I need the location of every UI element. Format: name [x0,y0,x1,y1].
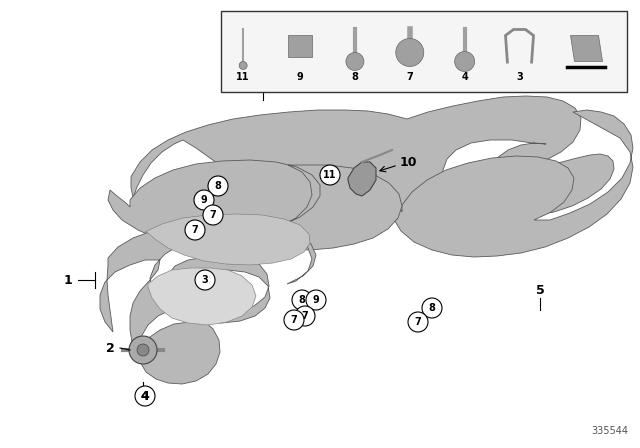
Text: 4: 4 [141,389,149,402]
Text: 335544: 335544 [591,426,628,436]
Circle shape [320,165,340,185]
Text: 9: 9 [312,295,319,305]
Text: 2: 2 [106,341,115,354]
Circle shape [208,176,228,196]
Polygon shape [348,162,376,196]
Text: 8: 8 [351,72,358,82]
Text: 6: 6 [259,65,268,78]
Circle shape [396,39,424,66]
Text: 9: 9 [297,72,303,82]
Text: 10: 10 [400,155,417,168]
Text: 7: 7 [415,317,421,327]
Text: 3: 3 [202,275,209,285]
Text: 3: 3 [516,72,523,82]
Polygon shape [145,214,310,265]
Bar [288,35,312,57]
Circle shape [135,386,155,406]
Text: 7: 7 [210,210,216,220]
Polygon shape [131,96,614,222]
Polygon shape [148,268,256,325]
Text: 7: 7 [191,225,198,235]
Text: 7: 7 [406,72,413,82]
Circle shape [137,344,149,356]
Circle shape [194,190,214,210]
Circle shape [422,298,442,318]
Circle shape [195,270,215,290]
Text: 8: 8 [429,303,435,313]
Circle shape [454,52,475,72]
Polygon shape [390,110,633,257]
Text: 11: 11 [323,170,337,180]
Text: 9: 9 [200,195,207,205]
Circle shape [239,61,247,69]
Circle shape [292,290,312,310]
Text: 1: 1 [63,273,72,287]
Polygon shape [108,160,402,250]
Text: 7: 7 [291,315,298,325]
Circle shape [306,290,326,310]
Circle shape [129,336,157,364]
Text: 4: 4 [141,389,149,402]
Text: 4: 4 [461,72,468,82]
Polygon shape [100,222,316,384]
Text: 7: 7 [301,311,308,321]
Bar [221,11,627,92]
Circle shape [203,205,223,225]
Circle shape [185,220,205,240]
Text: 11: 11 [236,72,250,82]
Text: 8: 8 [214,181,221,191]
Polygon shape [570,35,602,61]
Circle shape [284,310,304,330]
Text: 5: 5 [536,284,545,297]
Text: 8: 8 [299,295,305,305]
Circle shape [408,312,428,332]
Circle shape [295,306,315,326]
Circle shape [346,52,364,70]
